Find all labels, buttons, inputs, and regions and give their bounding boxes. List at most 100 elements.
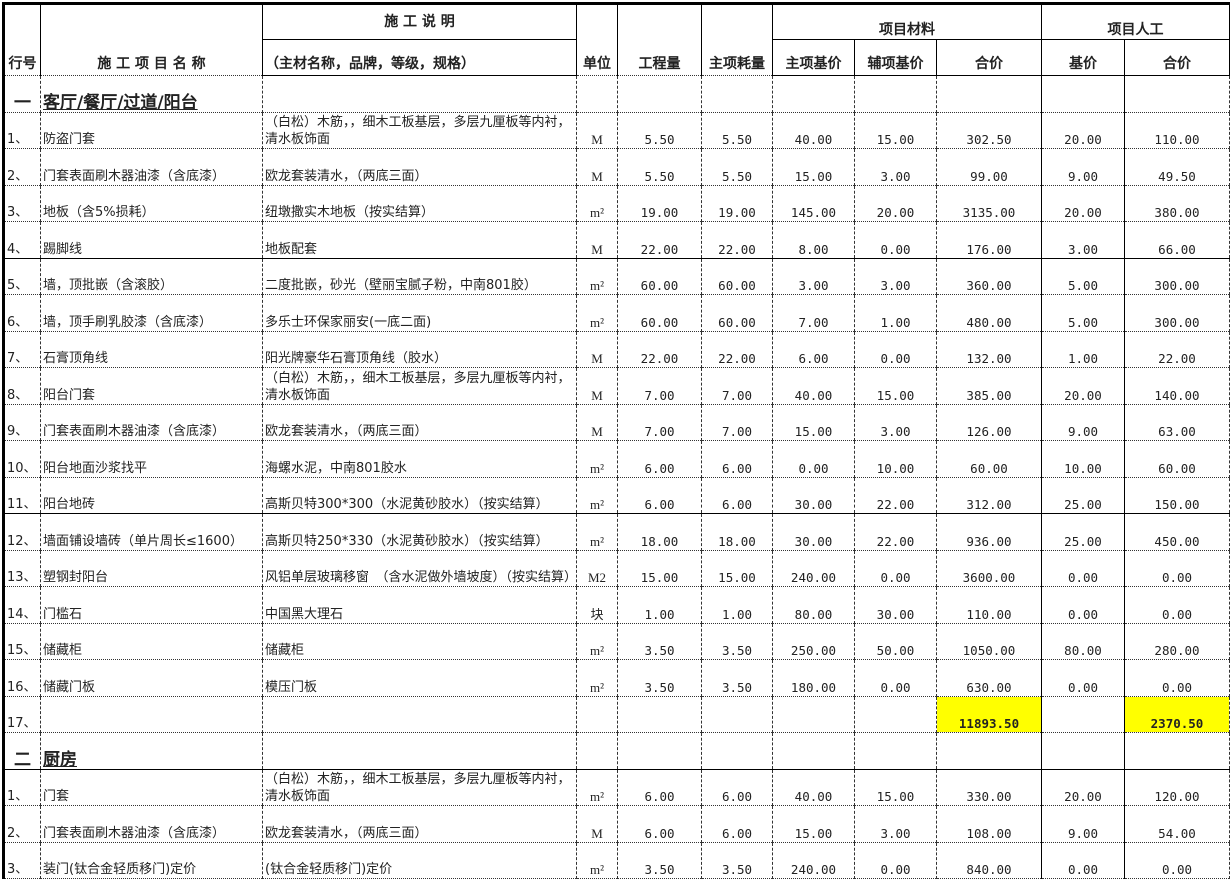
item-name: 储藏门板: [40, 659, 263, 697]
labor-total: 380.00: [1124, 185, 1230, 222]
material-total: 99.00: [936, 148, 1042, 186]
row-number: 11、: [3, 477, 41, 514]
aux-base-price: 3.00: [854, 258, 937, 295]
material-total: 108.00: [936, 805, 1042, 843]
table-row: 15、 储藏柜 储藏柜 m² 3.50 3.50 250.00 50.00 1050.00 80.…: [3, 623, 1230, 660]
material-total: 60.00: [936, 440, 1042, 478]
main-base-price: 15.00: [772, 404, 855, 441]
row-number: 3、: [3, 185, 41, 222]
material-total: 330.00: [936, 769, 1042, 806]
header-aux-base-price: 辅项基价: [854, 39, 937, 76]
item-unit: M2: [576, 550, 618, 587]
aux-base-price: 1.00: [854, 294, 937, 332]
main-base-price: 0.00: [772, 440, 855, 478]
aux-base-price: 0.00: [854, 842, 937, 879]
table-row: 17、 11893.50 2370.50: [3, 696, 1230, 733]
material-total: 3600.00: [936, 550, 1042, 587]
main-base-price: 15.00: [772, 148, 855, 186]
labor-total: 150.00: [1124, 477, 1230, 514]
main-base-price: 15.00: [772, 805, 855, 843]
labor-base-price: 25.00: [1041, 513, 1125, 551]
aux-base-price: 50.00: [854, 623, 937, 660]
labor-base-price: 10.00: [1041, 440, 1125, 478]
aux-base-price: 22.00: [854, 477, 937, 514]
item-desc: (钛合金轻质移门)定价: [262, 842, 577, 879]
table-row: 2、 门套表面刷木器油漆（含底漆） 欧龙套装清水，（两底三面） M 6.00 6.00 15…: [3, 805, 1230, 843]
row-number: 4、: [3, 221, 41, 259]
item-desc: 二度批嵌，砂光（壁丽宝腻子粉，中南801胶）: [262, 258, 577, 295]
item-unit: m²: [576, 185, 618, 222]
labor-total: 120.00: [1124, 769, 1230, 806]
item-unit: m²: [576, 623, 618, 660]
main-base-price: 180.00: [772, 659, 855, 697]
quantity: 6.00: [617, 440, 702, 478]
labor-total: 300.00: [1124, 294, 1230, 332]
row-number: 1、: [3, 112, 41, 149]
table-row: 4、 踢脚线 地板配套 M 22.00 22.00 8.00 0.00 176.00 3.00 66…: [3, 221, 1230, 259]
labor-base-price: 0.00: [1041, 550, 1125, 587]
item-unit: M: [576, 404, 618, 441]
row-number: 9、: [3, 404, 41, 441]
main-base-price: 30.00: [772, 513, 855, 551]
header-quantity: 工程量: [617, 3, 702, 76]
empty-cell: [262, 75, 577, 113]
main-consumption: 7.00: [701, 404, 773, 441]
table-row: 14、 门槛石 中国黑大理石块 1.00 1.00 80.00 30.00 110.00 0.0…: [3, 586, 1230, 624]
main-base-price: 145.00: [772, 185, 855, 222]
empty-cell: [772, 75, 855, 113]
header-labor-base-price: 基价: [1041, 39, 1125, 76]
item-name: 装门(钛合金轻质移门)定价: [40, 842, 263, 879]
aux-base-price: 10.00: [854, 440, 937, 478]
item-desc: 欧龙套装清水，（两底三面）: [262, 148, 577, 186]
material-total: 126.00: [936, 404, 1042, 441]
material-total: 302.50: [936, 112, 1042, 149]
item-name: 踢脚线: [40, 221, 263, 259]
labor-total: 49.50: [1124, 148, 1230, 186]
row-number: 12、: [3, 513, 41, 551]
table-row: 1、 门套 （白松）木筋，，细木工板基层，多层九厘板等内衬，清水板饰面 m² 6.00 6…: [3, 769, 1230, 806]
aux-base-price: 30.00: [854, 586, 937, 624]
item-desc: 模压门板: [262, 659, 577, 697]
main-consumption: 6.00: [701, 440, 773, 478]
quantity: 6.00: [617, 769, 702, 806]
item-desc: 多乐士环保家丽安(一底二面): [262, 294, 577, 332]
item-desc: 风铝单层玻璃移窗 （含水泥做外墙坡度）（按实结算）: [262, 550, 577, 587]
header-desc-sub: （主材名称，品牌，等级，规格）: [262, 39, 577, 76]
section-title: 客厅/餐厅/过道/阳台: [40, 75, 263, 113]
main-base-price: 7.00: [772, 294, 855, 332]
main-base-price: 40.00: [772, 367, 855, 405]
labor-total: 450.00: [1124, 513, 1230, 551]
header-unit: 单位: [576, 3, 618, 76]
main-base-price: 6.00: [772, 331, 855, 368]
item-name: 阳台地面沙浆找平: [40, 440, 263, 478]
row-number: 1、: [3, 769, 41, 806]
quantity: 7.00: [617, 404, 702, 441]
material-total: 360.00: [936, 258, 1042, 295]
labor-base-price: 20.00: [1041, 367, 1125, 405]
quantity: 60.00: [617, 294, 702, 332]
main-consumption: 60.00: [701, 258, 773, 295]
main-consumption: 3.50: [701, 659, 773, 697]
item-unit: m²: [576, 258, 618, 295]
labor-base-price: 25.00: [1041, 477, 1125, 514]
main-base-price: 80.00: [772, 586, 855, 624]
main-base-price: 30.00: [772, 477, 855, 514]
item-unit: m²: [576, 440, 618, 478]
quantity: 22.00: [617, 221, 702, 259]
quantity: 3.50: [617, 623, 702, 660]
table-row: 8、 阳台门套 （白松）木筋，，细木工板基层，多层九厘板等内衬，清水板饰面 M 7.00…: [3, 367, 1230, 405]
row-number: 17、: [3, 696, 41, 733]
labor-base-price: 0.00: [1041, 586, 1125, 624]
item-desc: 高斯贝特300*300（水泥黄砂胶水）（按实结算）: [262, 477, 577, 514]
empty-cell: [617, 732, 702, 770]
empty-cell: [936, 732, 1042, 770]
main-base-price: 240.00: [772, 550, 855, 587]
item-desc: （白松）木筋，，细木工板基层，多层九厘板等内衬，清水板饰面: [262, 769, 577, 806]
header-row-no: 行号: [3, 3, 41, 76]
item-name: 阳台门套: [40, 367, 263, 405]
main-consumption: 6.00: [701, 805, 773, 843]
material-total: 385.00: [936, 367, 1042, 405]
main-base-price: [772, 696, 855, 733]
row-number: 16、: [3, 659, 41, 697]
labor-total: 2370.50: [1124, 696, 1230, 733]
